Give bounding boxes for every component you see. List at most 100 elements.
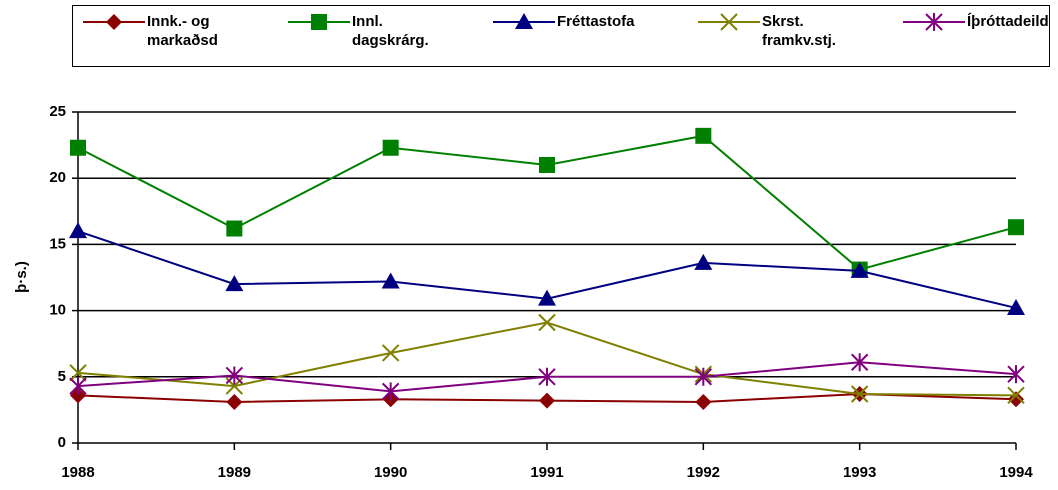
y-tick-label: 15	[49, 235, 66, 252]
marker	[225, 275, 244, 292]
legend-item: Innl. dagskrárg.	[286, 12, 462, 50]
marker-shape	[311, 14, 327, 30]
y-tick-label: 0	[58, 434, 66, 451]
marker	[850, 385, 869, 403]
marker	[1007, 298, 1025, 315]
marker-shape	[225, 275, 244, 292]
x-tick-label: 1992	[687, 464, 720, 481]
legend-label: Innl. dagskrárg.	[352, 13, 429, 49]
marker-shape	[226, 393, 243, 410]
y-tick-label: 10	[49, 302, 66, 319]
marker-shape	[1008, 219, 1024, 236]
marker	[850, 261, 869, 278]
marker-shape	[382, 139, 399, 156]
marker	[226, 393, 243, 410]
marker	[538, 367, 556, 386]
marker	[539, 392, 555, 409]
legend-swatch	[288, 14, 350, 30]
marker	[695, 127, 712, 144]
marker	[1008, 391, 1024, 408]
marker-shape	[515, 13, 533, 29]
legend-label: Íþróttadeild	[967, 13, 1049, 30]
legend-item: Íþróttadeild	[901, 12, 1058, 32]
marker	[311, 14, 327, 30]
marker	[226, 220, 243, 237]
marker	[1007, 386, 1025, 405]
marker	[925, 13, 943, 31]
marker-shape	[695, 393, 712, 410]
marker-shape	[381, 382, 400, 401]
marker	[538, 313, 556, 332]
x-tick-label: 1988	[61, 464, 94, 481]
marker	[515, 13, 533, 29]
marker	[225, 366, 244, 385]
legend-item: Skrst. framkv.stj.	[696, 12, 872, 50]
marker	[381, 272, 400, 289]
marker-shape	[850, 385, 869, 403]
marker	[69, 364, 87, 382]
marker-shape	[1007, 365, 1025, 384]
x-tick-label: 1994	[999, 464, 1033, 481]
marker	[70, 139, 86, 156]
marker	[69, 222, 87, 239]
marker-shape	[539, 392, 555, 409]
marker	[539, 156, 555, 173]
y-tick-label: 20	[49, 169, 66, 186]
x-tick-label: 1993	[843, 464, 876, 481]
legend-label: Skrst. framkv.stj.	[762, 13, 836, 49]
legend-swatch	[903, 13, 965, 31]
marker	[381, 382, 400, 401]
marker-shape	[694, 253, 713, 270]
marker-shape	[70, 139, 86, 156]
series-line	[77, 134, 1017, 271]
marker-shape	[695, 127, 712, 144]
marker-shape	[106, 14, 122, 30]
x-tick-label: 1990	[374, 464, 407, 481]
x-tick-label: 1991	[530, 464, 563, 481]
marker-shape	[381, 344, 400, 362]
marker-shape	[850, 261, 869, 278]
marker-shape	[381, 272, 400, 289]
legend-label: Innk.- og markaðsd	[147, 13, 218, 49]
legend-swatch	[493, 13, 555, 29]
marker	[1007, 365, 1025, 384]
marker	[382, 139, 399, 156]
marker-shape	[850, 353, 869, 372]
marker-shape	[225, 366, 244, 385]
y-axis-label: þ·s.)	[13, 261, 30, 293]
marker	[1008, 219, 1024, 236]
legend-swatch	[698, 13, 760, 31]
x-tick-label: 1989	[218, 464, 251, 481]
legend-swatch	[83, 14, 145, 30]
legend-label: Fréttastofa	[557, 13, 635, 30]
marker	[695, 393, 712, 410]
legend-item: Innk.- og markaðsd	[81, 12, 257, 50]
marker-shape	[69, 364, 87, 382]
marker	[720, 13, 738, 31]
marker-shape	[539, 156, 555, 173]
marker-shape	[1007, 386, 1025, 405]
marker-shape	[69, 377, 87, 396]
marker-shape	[538, 367, 556, 386]
marker	[850, 353, 869, 372]
marker	[538, 289, 556, 306]
y-tick-label: 25	[49, 103, 66, 120]
marker-shape	[538, 289, 556, 306]
marker-shape	[226, 220, 243, 237]
marker-shape	[925, 13, 943, 31]
marker-shape	[720, 13, 738, 31]
marker-shape	[69, 222, 87, 239]
marker-shape	[1007, 298, 1025, 315]
legend: Innk.- og markaðsd Innl. dagskrárg. Frétta…	[72, 5, 1050, 67]
marker	[106, 14, 122, 30]
marker	[69, 377, 87, 396]
y-tick-label: 5	[58, 368, 66, 385]
marker	[381, 344, 400, 362]
legend-item: Fréttastofa	[491, 12, 667, 32]
marker	[694, 367, 713, 386]
marker-shape	[538, 313, 556, 332]
marker-shape	[1008, 391, 1024, 408]
marker	[694, 253, 713, 270]
